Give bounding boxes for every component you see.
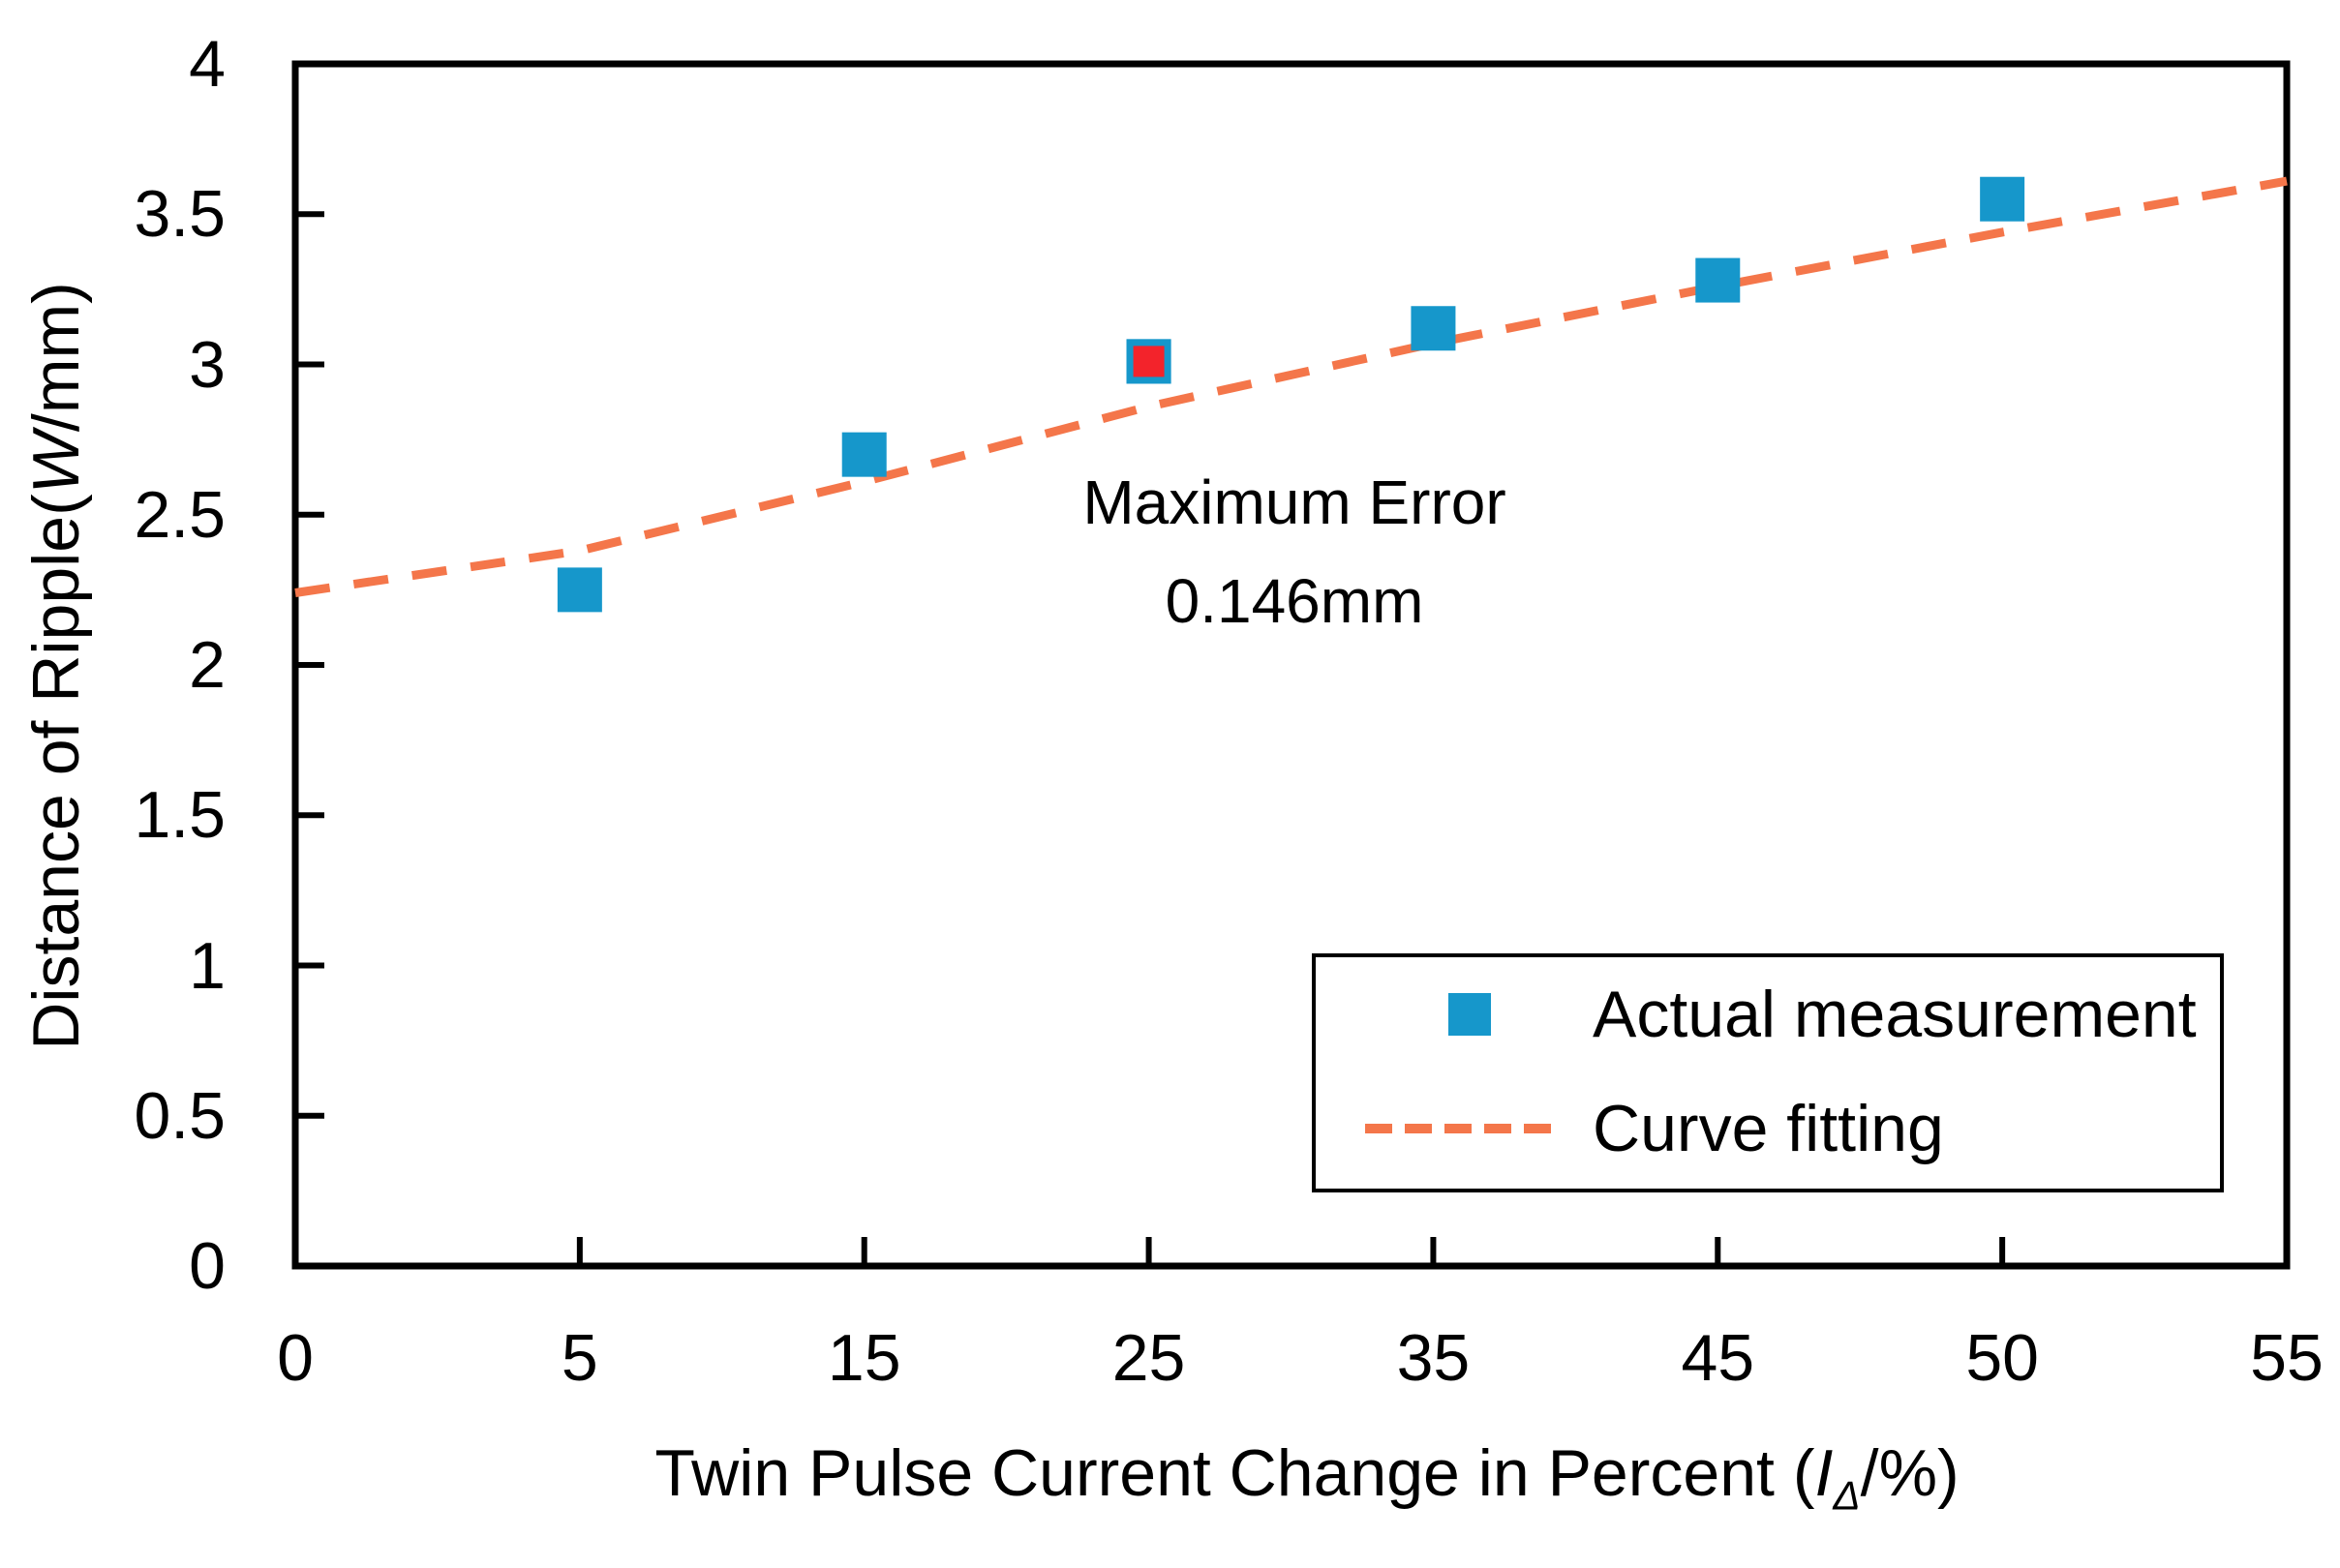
max-error-annotation-line2: 0.146mm [1165,566,1424,636]
data-point-square [841,432,887,477]
data-point-square [1980,176,2025,222]
dashed-line-icon [1365,1124,1559,1133]
data-point-square [1411,306,1456,351]
x-tick-label: 0 [277,1321,314,1395]
x-tick-label: 50 [1965,1321,2039,1395]
x-axis-title-subscript: Δ [1833,1472,1861,1519]
x-tick-label: 35 [1396,1321,1471,1395]
y-tick-label: 1 [189,928,226,1003]
y-tick-label: 3 [189,327,226,402]
y-tick-label: 4 [189,27,226,101]
max-error-point [1133,346,1165,377]
curve-fitting-dashed-line [294,176,2288,597]
max-error-annotation-line1: Maximum Error [1082,467,1506,537]
x-axis-title-text: Twin Pulse Current Change in Percent ( [654,1436,1815,1510]
x-axis-title: Twin Pulse Current Change in Percent (IΔ… [654,1435,1960,1516]
x-axis-title-unit: /%) [1860,1436,1960,1510]
y-tick-label: 2.5 [134,477,226,552]
x-tick-label: 5 [561,1321,598,1395]
x-tick-label: 55 [2250,1321,2324,1395]
y-tick-label: 2 [189,628,226,702]
y-tick-label: 1.5 [134,778,226,853]
legend-item-actual-measurement: Actual measurement [1593,978,2197,1051]
y-tick-label: 0.5 [134,1078,226,1153]
y-tick-label: 3.5 [134,177,226,252]
legend: Actual measurement Curve fitting [1312,953,2224,1192]
legend-item-curve-fitting: Curve fitting [1593,1092,1944,1165]
max-error-annotation: Maximum Error 0.146mm [1082,453,1505,650]
square-marker-icon [1448,993,1491,1036]
data-point-square [1695,257,1741,303]
y-tick-label: 0 [189,1229,226,1303]
x-tick-label: 45 [1681,1321,1755,1395]
x-tick-label: 15 [827,1321,901,1395]
data-point-square [557,567,602,613]
x-tick-label: 25 [1111,1321,1186,1395]
x-axis-title-variable: I [1814,1436,1834,1510]
